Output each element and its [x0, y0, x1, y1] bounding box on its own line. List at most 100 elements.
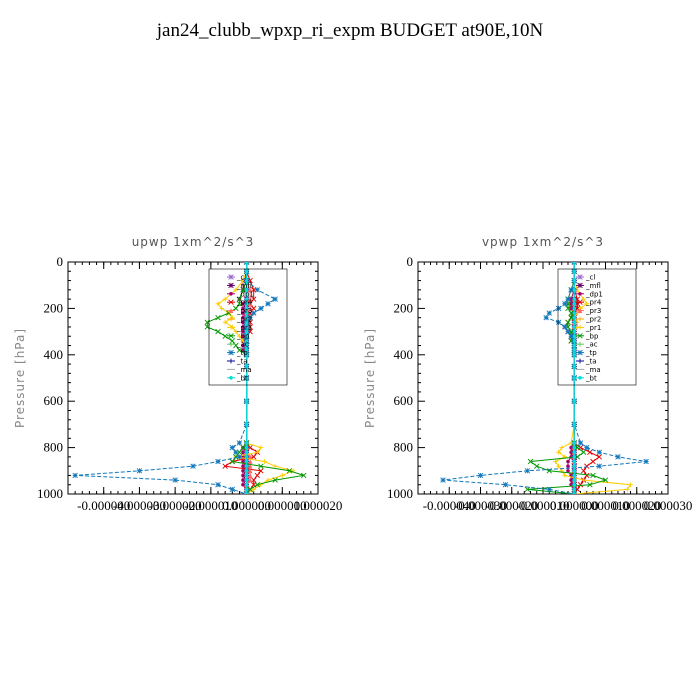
- legend-item: _bp: [227, 332, 250, 340]
- legend-label: _pr1: [585, 324, 601, 332]
- x-tick-label: 0.000010: [258, 498, 307, 513]
- x-tick-label: 0.000000: [550, 498, 599, 513]
- legend-label: _pr2: [585, 316, 601, 324]
- legend-label: _ma: [236, 366, 252, 374]
- chart-panel-2: vpwp 1xm^2/s^3 Pressure [hPa] 0 200 400 600 80…: [363, 235, 692, 513]
- x-tick-label: 0.000020: [294, 498, 343, 513]
- legend-label: _bp: [585, 332, 599, 340]
- legend-label: _pr1: [236, 324, 252, 332]
- x-tick-label: -0.000030: [454, 498, 507, 513]
- legend-item: _bp: [576, 332, 599, 340]
- chart-title: upwp 1xm^2/s^3: [132, 235, 255, 249]
- page-title: jan24_clubb_wpxp_ri_expm BUDGET at90E,10…: [156, 20, 544, 41]
- legend-label: _mfl: [236, 282, 252, 290]
- series-group: [440, 262, 649, 494]
- legend-label: _tp: [236, 349, 248, 357]
- y-tick-label: 600: [394, 393, 414, 408]
- y-tick-label: 0: [407, 254, 414, 269]
- y-tick-label: 200: [394, 300, 414, 315]
- legend-item: _dp1: [576, 290, 603, 298]
- legend-label: _bt: [585, 374, 597, 382]
- x-tick-label: 0.000000: [222, 498, 271, 513]
- legend-label: _ta: [585, 358, 597, 366]
- legend-item: _ma: [576, 366, 601, 374]
- x-tick-label: -0.000010: [184, 498, 237, 513]
- legend-item: _mfl: [227, 282, 252, 290]
- series-markers-dp1: [237, 262, 249, 494]
- x-tick-label: 0.000030: [644, 498, 693, 513]
- x-tick-label: -0.000030: [113, 498, 166, 513]
- y-tick-label: 1000: [37, 486, 63, 501]
- legend-item: _pr1: [227, 324, 252, 332]
- legend-label: _dp1: [236, 290, 254, 298]
- chart-title: vpwp 1xm^2/s^3: [482, 235, 604, 249]
- legend-item: _cl: [576, 274, 595, 282]
- legend-item: _pr4: [227, 299, 253, 307]
- series-line-tp: [442, 262, 647, 494]
- x-tick-label: -0.000040: [77, 498, 130, 513]
- legend-item: _tp: [227, 349, 248, 357]
- y-tick-label: 200: [44, 300, 64, 315]
- legend-label: _cl: [585, 274, 595, 282]
- legend-item: _ac: [227, 341, 249, 349]
- legend-item: _ta: [227, 358, 248, 366]
- legend-box: [557, 268, 637, 386]
- chart-panel-1: upwp 1xm^2/s^3 Pressure [hPa] 0 200 400 600 80…: [13, 235, 342, 513]
- legend-item: _pr3: [227, 307, 252, 315]
- plot-frame: [67, 261, 319, 495]
- series-markers-tp: [440, 262, 649, 494]
- legend-box: [208, 268, 288, 386]
- y-tick-label: 400: [394, 347, 414, 362]
- legend-label: _ac: [236, 341, 249, 349]
- x-tick-label: 0.000010: [581, 498, 630, 513]
- legend-item: _pr2: [576, 316, 601, 324]
- legend-item: _dp1: [227, 290, 254, 298]
- y-tick-label: 400: [44, 347, 64, 362]
- legend-label: _cl: [236, 274, 246, 282]
- x-tick-label: -0.000020: [149, 498, 202, 513]
- y-tick-label: 600: [44, 393, 64, 408]
- legend: _cl_mfl_dp1_pr4_pr3_pr2_pr1_bp_ac_tp_ta_…: [208, 268, 288, 386]
- legend-item: _cl: [227, 274, 246, 282]
- legend-label: _bp: [236, 332, 250, 340]
- y-tick-label: 1000: [387, 486, 413, 501]
- legend-label: _bt: [236, 374, 248, 382]
- legend-item: _tp: [576, 349, 597, 357]
- series-group: [72, 262, 307, 494]
- y-axis-label: Pressure [hPa]: [13, 328, 27, 428]
- x-tick-label: -0.000010: [516, 498, 569, 513]
- legend-item: _ac: [576, 341, 598, 349]
- legend-item: _ta: [576, 358, 597, 366]
- legend-label: _pr4: [585, 299, 602, 307]
- legend-label: _dp1: [585, 290, 603, 298]
- legend-item: _pr3: [576, 307, 601, 315]
- x-tick-label: -0.000020: [485, 498, 538, 513]
- series-markers-bt: [244, 262, 249, 494]
- y-tick-label: 800: [394, 440, 414, 455]
- y-axis-label: Pressure [hPa]: [363, 328, 377, 428]
- legend-label: _pr2: [236, 316, 252, 324]
- y-tick-label: 800: [44, 440, 64, 455]
- x-tick-label: 0.000020: [612, 498, 661, 513]
- legend-item: _mfl: [576, 282, 601, 290]
- legend-item: _pr2: [227, 316, 252, 324]
- legend-item: _bt: [576, 374, 597, 382]
- legend-label: _pr4: [236, 299, 253, 307]
- legend-label: _ta: [236, 358, 248, 366]
- legend-label: _tp: [585, 349, 597, 357]
- legend-item: _pr1: [576, 324, 601, 332]
- legend-label: _pr3: [585, 307, 601, 315]
- legend: _cl_mfl_dp1_pr4_pr3_pr2_pr1_bp_ac_tp_ta_…: [557, 268, 637, 386]
- y-tick-label: 0: [57, 254, 64, 269]
- legend-item: _ma: [227, 366, 252, 374]
- series-markers-bp: [204, 262, 307, 494]
- legend-label: _mfl: [585, 282, 601, 290]
- x-tick-label: -0.000040: [423, 498, 476, 513]
- legend-item: _pr4: [576, 299, 602, 307]
- series-markers-bt: [572, 262, 577, 494]
- legend-item: _bt: [227, 374, 248, 382]
- legend-label: _ac: [585, 341, 598, 349]
- legend-label: _ma: [585, 366, 601, 374]
- legend-label: _pr3: [236, 307, 252, 315]
